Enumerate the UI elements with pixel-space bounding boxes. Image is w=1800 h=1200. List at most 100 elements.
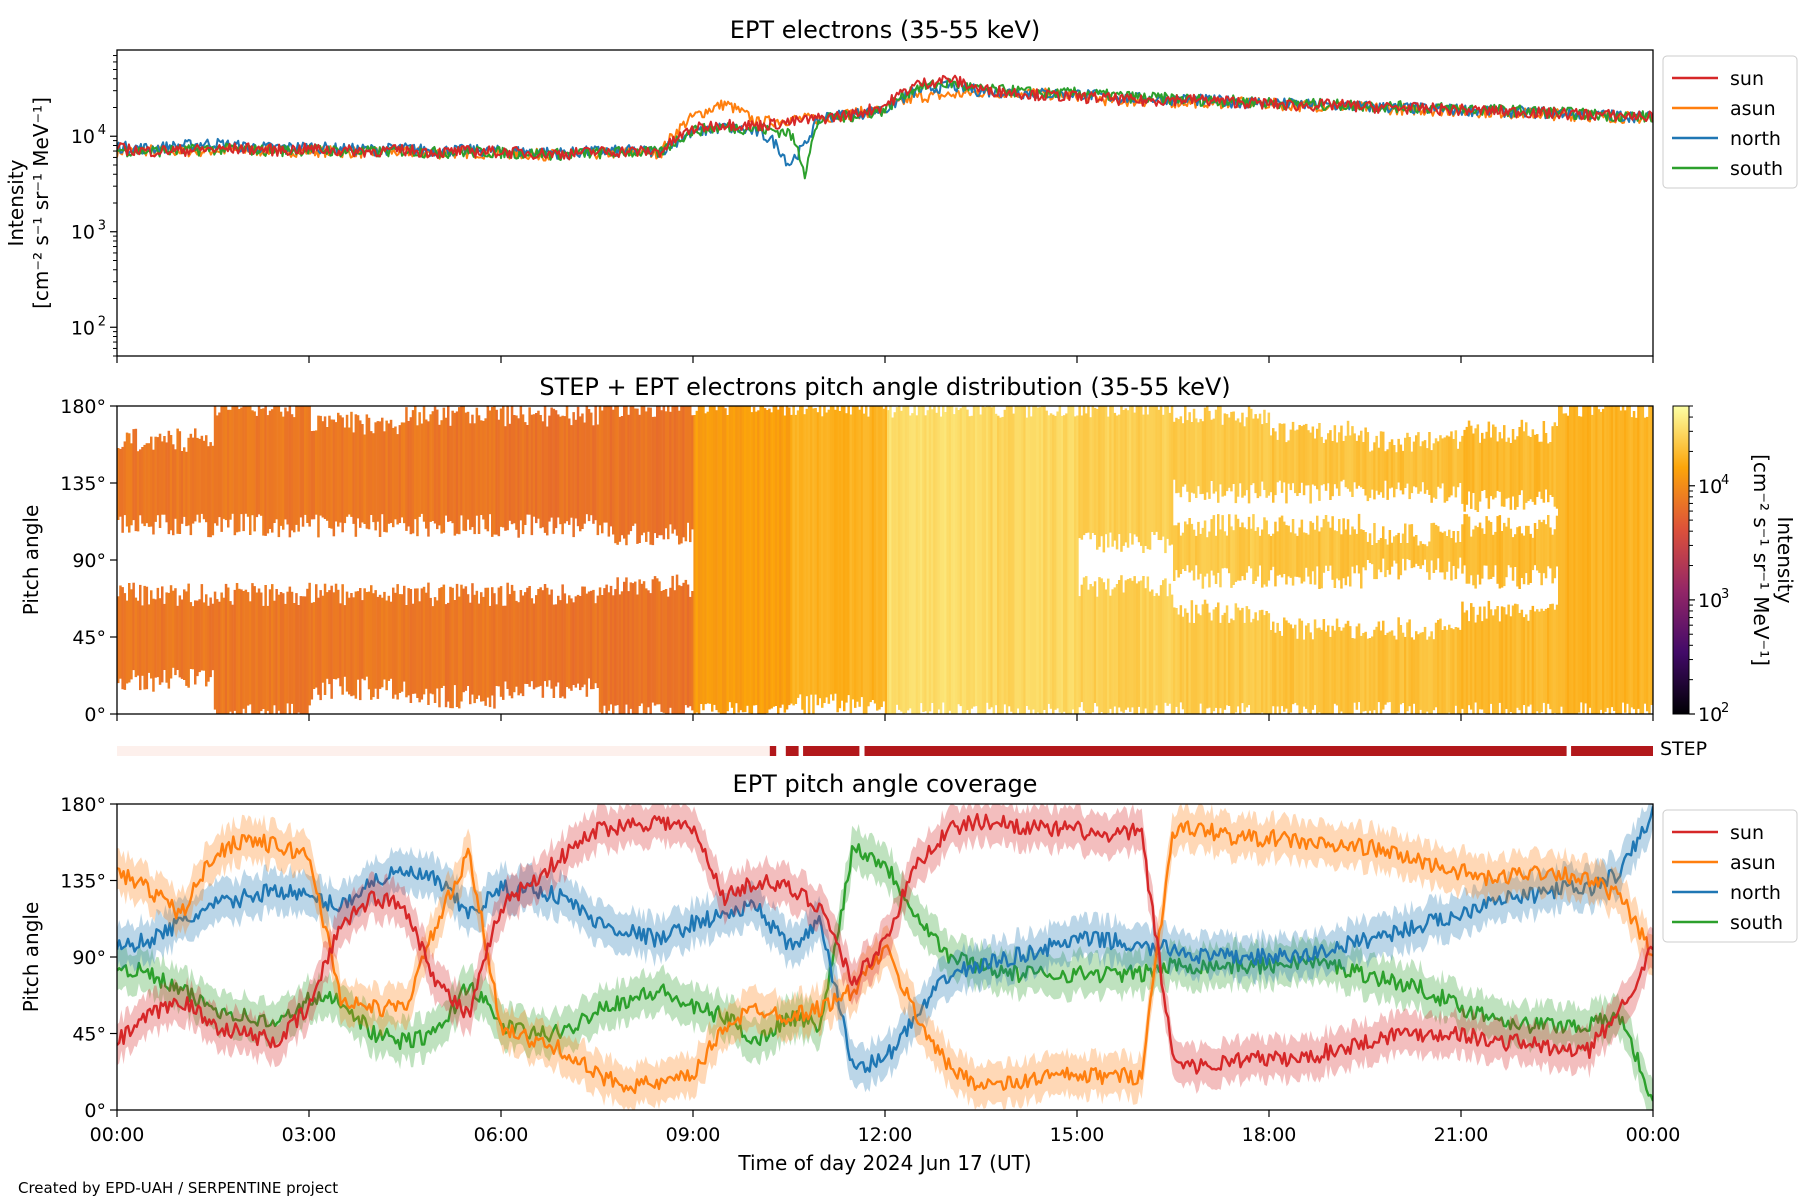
heatmap-cell xyxy=(493,593,496,709)
heatmap-cell xyxy=(1188,518,1191,573)
heatmap-cell xyxy=(1320,527,1323,589)
heatmap-cell xyxy=(1549,604,1552,710)
heatmap-cell xyxy=(1283,423,1286,483)
x-tick-label: 15:00 xyxy=(1050,1124,1105,1146)
heatmap-cell xyxy=(645,588,648,714)
heatmap-cell xyxy=(1184,406,1187,485)
heatmap-cell xyxy=(1377,447,1381,495)
heatmap-cell xyxy=(950,406,954,714)
heatmap-cell xyxy=(537,410,540,519)
heatmap-cell xyxy=(834,409,837,694)
heatmap-cell xyxy=(532,414,536,517)
heatmap-cell xyxy=(299,596,303,714)
heatmap-cell xyxy=(207,605,210,682)
heatmap-cell xyxy=(1243,527,1246,581)
heatmap-cell xyxy=(1366,541,1370,560)
heatmap-cell xyxy=(1285,442,1288,504)
heatmap-cell xyxy=(843,406,846,712)
heatmap-cell xyxy=(1349,534,1352,587)
heatmap-cell xyxy=(1346,519,1350,577)
heatmap-cell xyxy=(926,410,930,714)
heatmap-cell xyxy=(354,591,358,699)
heatmap-cell xyxy=(343,427,347,524)
heatmap-cell xyxy=(920,406,923,704)
heatmap-cell xyxy=(1492,615,1495,714)
heatmap-cell xyxy=(1247,516,1251,567)
heatmap-cell xyxy=(242,406,245,532)
heatmap-cell xyxy=(147,443,151,527)
heatmap-cell xyxy=(271,409,274,533)
heatmap-cell xyxy=(596,424,600,536)
heatmap-cell xyxy=(301,596,305,714)
heatmap-cell xyxy=(1091,586,1095,713)
heatmap-cell xyxy=(440,587,443,688)
heatmap-cell xyxy=(1489,437,1493,497)
heatmap-cell xyxy=(178,431,182,534)
heatmap-cell xyxy=(1223,612,1227,710)
heatmap-cell xyxy=(1360,529,1363,589)
heatmap-cell xyxy=(944,412,947,714)
heatmap-cell xyxy=(370,585,373,700)
heatmap-cell xyxy=(1426,546,1429,573)
heatmap-cell xyxy=(460,584,463,702)
heatmap-cell xyxy=(438,588,441,708)
heatmap-cell xyxy=(383,431,386,532)
colorbar-gradient xyxy=(1672,405,1690,715)
heatmap-cell xyxy=(1604,406,1607,712)
heatmap-cell xyxy=(1509,616,1513,712)
heatmap-cell xyxy=(893,412,897,714)
heatmap-cell xyxy=(1181,616,1185,710)
heatmap-cell xyxy=(1223,413,1227,496)
heatmap-cell xyxy=(1184,608,1187,714)
heatmap-cell xyxy=(1159,406,1163,541)
heatmap-cell xyxy=(117,448,120,520)
heatmap-cell xyxy=(1454,627,1458,706)
heatmap-cell xyxy=(1483,438,1486,490)
heatmap-cell xyxy=(233,589,237,711)
y-tick-label: 0° xyxy=(84,704,106,726)
heatmap-cell xyxy=(328,415,331,528)
heatmap-cell xyxy=(286,411,289,525)
heatmap-cell xyxy=(1393,635,1396,714)
heatmap-cell xyxy=(1186,420,1189,492)
heatmap-cell xyxy=(684,406,688,542)
heatmap-cell xyxy=(1003,409,1007,705)
heatmap-cell xyxy=(673,590,677,714)
heatmap-cell xyxy=(1225,535,1229,569)
heatmap-cell xyxy=(535,595,538,688)
heatmap-cell xyxy=(1494,426,1497,498)
heatmap-cell xyxy=(451,587,454,709)
heatmap-cell xyxy=(660,591,663,712)
heatmap-cell xyxy=(1650,406,1653,705)
heatmap-cell xyxy=(1012,413,1015,714)
heatmap-cell xyxy=(1494,531,1497,566)
heatmap-cell xyxy=(348,427,351,515)
heatmap-cell xyxy=(1214,535,1218,584)
heatmap-cell xyxy=(1485,618,1488,714)
heatmap-cell xyxy=(1278,631,1282,714)
heatmap-cell xyxy=(1503,522,1506,587)
heatmap-cell xyxy=(1179,535,1183,574)
heatmap-cell xyxy=(1646,416,1649,712)
heatmap-cell xyxy=(638,579,641,706)
heatmap-cell xyxy=(209,442,212,538)
heatmap-cell xyxy=(447,406,450,522)
heatmap-cell xyxy=(1635,417,1638,714)
heatmap-cell xyxy=(359,420,362,528)
heatmap-cell xyxy=(295,406,298,525)
heatmap-cell xyxy=(378,594,382,689)
heatmap-cell xyxy=(559,416,562,525)
heatmap-cell xyxy=(337,412,340,527)
heatmap-cell xyxy=(165,592,168,683)
heatmap-cell xyxy=(1364,532,1367,571)
heatmap-cell xyxy=(491,406,494,537)
heatmap-cell xyxy=(1203,407,1207,500)
heatmap-cell xyxy=(1551,534,1554,584)
heatmap-cell xyxy=(282,416,285,530)
heatmap-cell xyxy=(1566,415,1570,714)
heatmap-cell xyxy=(1208,612,1211,708)
heatmap-cell xyxy=(460,406,463,516)
heatmap-cell xyxy=(1366,432,1370,502)
heatmap-cell xyxy=(939,416,943,714)
heatmap-cell xyxy=(856,406,859,702)
